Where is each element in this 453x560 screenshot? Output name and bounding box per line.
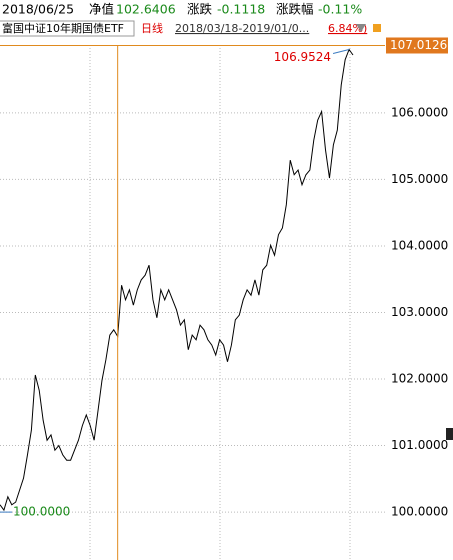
fund-box — [0, 20, 135, 37]
change-value: -0.1118 — [217, 2, 265, 17]
y-tick-label: 105.0000 — [391, 172, 448, 186]
y-tick-label: 102.0000 — [391, 372, 448, 386]
header-date: 2018/06/25 — [2, 2, 74, 17]
min-label: 100.0000 — [13, 505, 70, 519]
change-label: 涨跌 — [187, 2, 213, 17]
price-label: 107.0126 — [390, 38, 447, 52]
pct-value: -0.11% — [318, 2, 362, 17]
date-range[interactable]: 2018/03/18-2019/01/0... — [175, 22, 309, 35]
price-curve — [0, 48, 354, 512]
y-tick-label: 103.0000 — [391, 305, 448, 319]
y-tick-label: 101.0000 — [391, 438, 448, 452]
fund-name: 富国中证10年期国债ETF — [2, 21, 124, 35]
y-tick-label: 100.0000 — [391, 505, 448, 519]
plot-area: 100.0000 101.0000 102.0000 103.0000 104.0000… — [0, 37, 448, 560]
price-label-box — [386, 37, 448, 54]
lock-icon[interactable] — [373, 24, 381, 32]
y-tick-label: 104.0000 — [391, 238, 448, 252]
pct-label: 涨跌幅 — [276, 2, 314, 17]
dropdown-icon[interactable] — [356, 24, 366, 32]
max-pointer — [332, 49, 350, 54]
y-tick-label: 106.0000 — [391, 105, 448, 119]
side-handle[interactable] — [446, 428, 453, 440]
max-label: 106.9524 — [274, 50, 331, 64]
period: 日线 — [141, 21, 163, 35]
nav-value: 102.6406 — [116, 2, 176, 17]
nav-label: 净值 — [89, 2, 114, 17]
